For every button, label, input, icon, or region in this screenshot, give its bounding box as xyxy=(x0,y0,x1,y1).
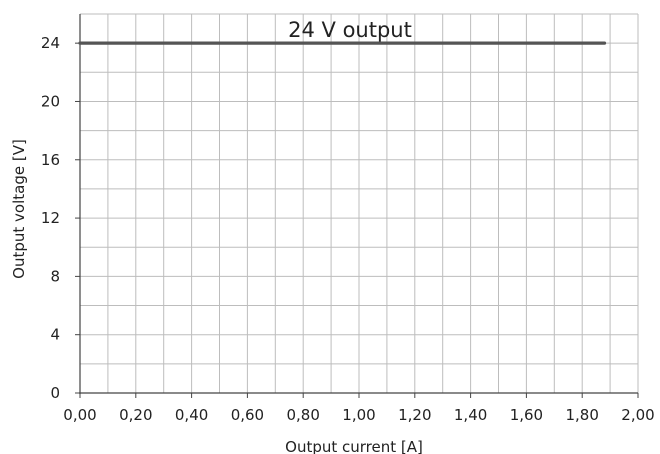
chart-title: 24 V output xyxy=(288,18,412,42)
axes xyxy=(75,14,639,398)
x-tick-label: 0,00 xyxy=(63,406,96,424)
y-tick-label: 12 xyxy=(41,209,60,227)
x-tick-label: 1,40 xyxy=(454,406,487,424)
x-tick-label: 1,00 xyxy=(342,406,375,424)
y-tick-label: 20 xyxy=(41,92,60,110)
y-tick-label: 24 xyxy=(41,34,60,52)
x-tick-label: 0,40 xyxy=(175,406,208,424)
y-tick-label: 4 xyxy=(50,326,60,344)
x-tick-label: 0,80 xyxy=(286,406,319,424)
x-tick-label: 1,80 xyxy=(565,406,598,424)
x-tick-labels: 0,00 0,20 0,40 0,60 0,80 1,00 1,20 1,40 1,60 1,80… xyxy=(63,406,654,424)
y-axis-title: Output voltage [V] xyxy=(10,139,28,279)
y-tick-label: 0 xyxy=(50,384,60,402)
x-tick-label: 2,00 xyxy=(621,406,654,424)
x-axis-title: Output current [A] xyxy=(285,438,423,454)
y-tick-labels: 0 4 8 12 16 20 24 xyxy=(41,34,60,402)
x-tick-label: 1,60 xyxy=(510,406,543,424)
x-tick-label: 0,60 xyxy=(231,406,264,424)
x-tick-label: 0,20 xyxy=(119,406,152,424)
y-tick-label: 16 xyxy=(41,151,60,169)
grid xyxy=(79,13,639,394)
x-tick-label: 1,20 xyxy=(398,406,431,424)
y-tick-label: 8 xyxy=(50,267,60,285)
